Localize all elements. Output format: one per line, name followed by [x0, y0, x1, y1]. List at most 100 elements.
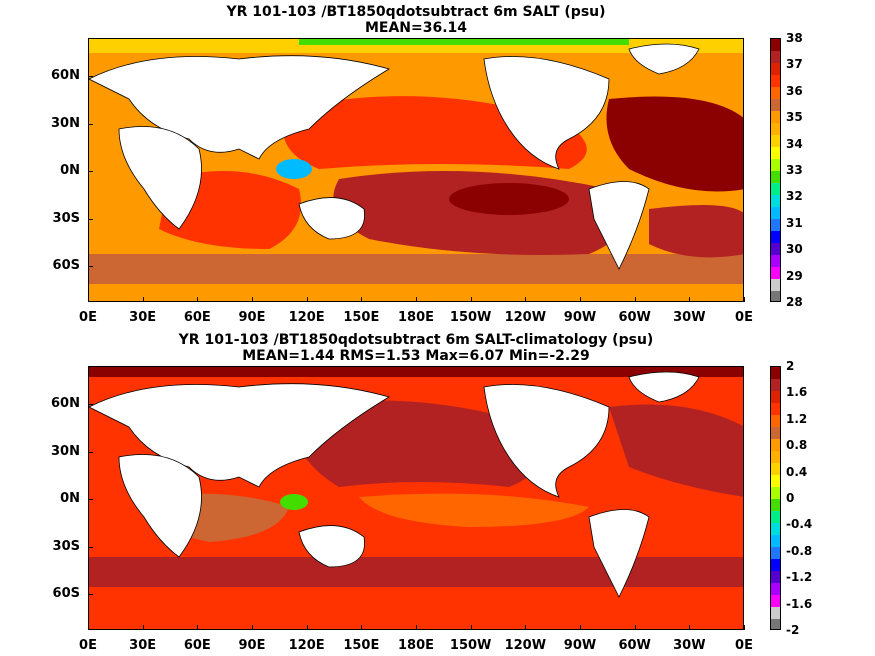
panel2-lat-tick [88, 546, 93, 548]
panel2-lon-tick [252, 625, 253, 630]
panel2-colorbar-segment [771, 379, 780, 392]
panel1-lon-tick [252, 297, 253, 302]
panel1-colorbar-segment [771, 231, 780, 244]
panel2-north-atlantic-high [609, 404, 743, 497]
panel1-colorbar-label: 30 [786, 242, 803, 257]
panel1-colorbar-label: 29 [786, 268, 803, 283]
panel2-colorbar-segment [771, 439, 780, 452]
panel1-atlantic-south-core [649, 205, 743, 258]
panel2-colorbar-segment [771, 535, 780, 548]
panel2-colorbar-segment [771, 463, 780, 476]
panel1-lon-tick [306, 297, 308, 302]
panel2-lon-label: 60E [183, 638, 211, 653]
panel2-lon-tick [580, 625, 581, 630]
panel2-lat-tick [88, 451, 93, 453]
panel1-lon-label: 30E [129, 310, 157, 325]
panel2-colorbar-segment [771, 595, 780, 608]
panel1-colorbar-segment [771, 207, 780, 220]
panel1-title-line1: YR 101-103 /BT1850qdotsubtract 6m SALT (… [226, 4, 606, 20]
panel1-colorbar-segment [771, 147, 780, 160]
panel2-colorbar-label: -0.4 [786, 517, 813, 532]
panel1-lon-tick [744, 297, 745, 302]
panel2-lon-label: 150W [449, 638, 492, 653]
panel2-lon-label: 180E [397, 638, 435, 653]
panel1-colorbar-label: 28 [786, 295, 803, 309]
panel1-lat-label: 60S [52, 258, 80, 274]
panel1-lat-label: 60N [51, 68, 80, 84]
panel2-lat-label: 60S [52, 586, 80, 602]
panel2-colorbar-segment [771, 391, 780, 404]
panel1-colorbar-label: 32 [786, 189, 803, 204]
panel2-lat-tick [88, 594, 93, 596]
panel1-lat-tick [88, 218, 93, 220]
panel2-colorbar-segment [771, 511, 780, 524]
panel1-lon-label: 60W [618, 310, 651, 325]
panel2-colorbar-segment [771, 607, 780, 620]
panel1-colorbar-label: 37 [786, 57, 803, 72]
panel1-lat-tick [88, 76, 93, 78]
panel1-lon-label: 120W [504, 310, 547, 325]
panel1-colorbar-segment [771, 123, 780, 136]
panel2-colorbar-label: -0.8 [786, 543, 813, 558]
panel2-lat-label: 60N [51, 396, 80, 412]
panel2-arctic-high [89, 367, 743, 377]
panel1-colorbar-segment [771, 63, 780, 76]
panel1-lat-tick [88, 171, 93, 173]
panel2-colorbar-segment [771, 415, 780, 428]
panel1-lat-label: 30S [52, 210, 80, 226]
panel1-lon-label: 0E [735, 310, 753, 325]
panel1-lon-label: 180E [397, 310, 435, 325]
panel2-lon-label: 30E [129, 638, 157, 653]
panel2-lon-label: 0E [735, 638, 753, 653]
panel2-colorbar-segment [771, 499, 780, 512]
panel2-colorbar [770, 366, 781, 630]
panel2-equatorial-pacific [359, 493, 589, 527]
panel1-lon-tick [689, 297, 691, 302]
panel2-colorbar-segment [771, 583, 780, 596]
panel1-lat-tick [88, 266, 93, 268]
panel1-lon-label: 0E [79, 310, 97, 325]
panel2-lon-tick [306, 625, 308, 630]
panel1-lat-label: 30N [51, 115, 80, 131]
panel1-colorbar-segment [771, 267, 780, 280]
panel2-anomaly-map [88, 366, 744, 630]
panel1-colorbar-segment [771, 171, 780, 184]
panel2-lon-label: 60W [618, 638, 651, 653]
panel2-colorbar-label: 0.8 [786, 438, 808, 453]
panel1-colorbar-label: 36 [786, 83, 803, 98]
panel1-colorbar-label: 33 [786, 163, 803, 177]
panel1-colorbar-segment [771, 183, 780, 196]
panel1-lat-label: 0N [60, 163, 80, 179]
panel2-lat-tick [88, 404, 93, 406]
panel1-lon-label: 90W [563, 310, 597, 325]
panel2-map-svg [89, 367, 743, 629]
panel1-lon-label: 150E [343, 310, 380, 325]
panel1-lon-tick [416, 297, 417, 302]
panel1-arctic-green [299, 39, 629, 45]
panel2-lon-label: 120E [288, 638, 325, 653]
panel2-colorbar-segment [771, 523, 780, 536]
panel1-colorbar-segment [771, 255, 780, 268]
panel1-colorbar [770, 38, 781, 302]
panel2-colorbar-segment [771, 451, 780, 464]
panel2-title-line1: YR 101-103 /BT1850qdotsubtract 6m SALT-c… [178, 332, 654, 348]
panel2-lon-label: 120W [504, 638, 547, 653]
panel1-lat-tick [88, 123, 93, 125]
panel1-lon-tick [361, 297, 363, 302]
panel1-colorbar-segment [771, 279, 780, 292]
panel2-lon-tick [142, 625, 144, 630]
panel1-maritime-fresh [276, 159, 312, 179]
panel2-lon-tick [634, 625, 636, 630]
panel2-lon-tick [88, 625, 89, 630]
panel2-colorbar-segment [771, 571, 780, 584]
panel2-land [89, 371, 700, 598]
panel1-colorbar-segment [771, 111, 780, 124]
panel2-lat-label: 30S [52, 538, 80, 554]
panel2-lon-tick [197, 625, 199, 630]
panel2-colorbar-segment [771, 367, 780, 380]
panel1-lon-label: 120E [288, 310, 325, 325]
panel1-colorbar-segment [771, 39, 780, 52]
panel1-colorbar-label: 34 [786, 136, 803, 151]
panel2-colorbar-segment [771, 427, 780, 440]
panel2-colorbar-label: 1.6 [786, 385, 808, 400]
